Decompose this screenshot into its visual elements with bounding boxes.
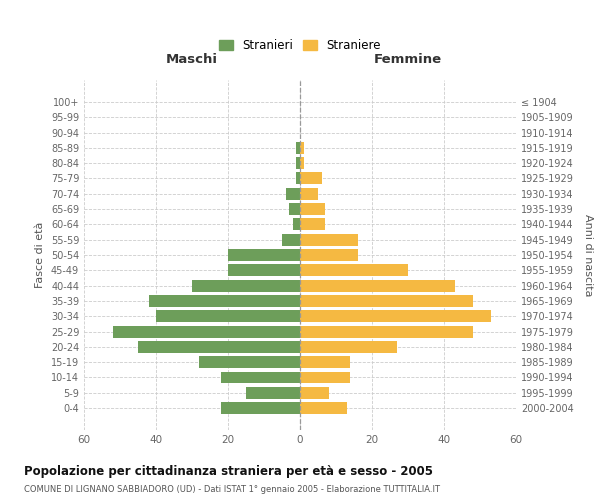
Bar (300, 264, 408, 276)
Text: Femmine: Femmine (374, 53, 442, 66)
Bar (300, 356, 350, 368)
Bar (289, 203, 300, 215)
Bar (296, 172, 300, 184)
Bar (300, 142, 304, 154)
Bar (300, 341, 397, 353)
Bar (221, 372, 300, 384)
Bar (300, 203, 325, 215)
Bar (300, 280, 455, 291)
Bar (300, 310, 491, 322)
Bar (300, 218, 325, 230)
Bar (300, 172, 322, 184)
Bar (149, 295, 300, 307)
Bar (246, 387, 300, 399)
Bar (300, 157, 304, 169)
Bar (113, 326, 300, 338)
Bar (221, 402, 300, 414)
Bar (300, 402, 347, 414)
Text: Popolazione per cittadinanza straniera per età e sesso - 2005: Popolazione per cittadinanza straniera p… (24, 465, 433, 478)
Bar (192, 280, 300, 291)
Bar (286, 188, 300, 200)
Bar (300, 387, 329, 399)
Bar (228, 264, 300, 276)
Text: Maschi: Maschi (166, 53, 218, 66)
Bar (300, 326, 473, 338)
Bar (296, 157, 300, 169)
Bar (156, 310, 300, 322)
Text: COMUNE DI LIGNANO SABBIADORO (UD) - Dati ISTAT 1° gennaio 2005 - Elaborazione TU: COMUNE DI LIGNANO SABBIADORO (UD) - Dati… (24, 485, 440, 494)
Y-axis label: Anni di nascita: Anni di nascita (583, 214, 593, 296)
Bar (300, 234, 358, 245)
Bar (228, 249, 300, 261)
Legend: Stranieri, Straniere: Stranieri, Straniere (217, 37, 383, 54)
Bar (282, 234, 300, 245)
Bar (300, 372, 350, 384)
Y-axis label: Fasce di età: Fasce di età (35, 222, 45, 288)
Bar (300, 295, 473, 307)
Bar (138, 341, 300, 353)
Bar (296, 142, 300, 154)
Bar (300, 249, 358, 261)
Bar (293, 218, 300, 230)
Bar (300, 188, 318, 200)
Bar (199, 356, 300, 368)
